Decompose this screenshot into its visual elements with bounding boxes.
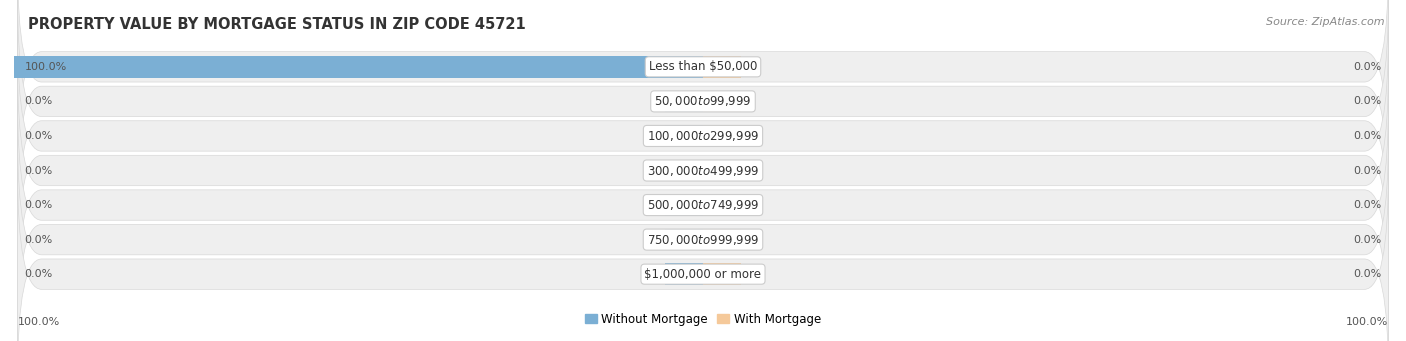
Text: Less than $50,000: Less than $50,000 [648, 60, 758, 73]
FancyBboxPatch shape [17, 99, 1389, 311]
Bar [703, 56, 741, 77]
FancyBboxPatch shape [17, 0, 1389, 173]
Text: $100,000 to $299,999: $100,000 to $299,999 [647, 129, 759, 143]
Text: 0.0%: 0.0% [24, 235, 52, 244]
Text: $500,000 to $749,999: $500,000 to $749,999 [647, 198, 759, 212]
FancyBboxPatch shape [17, 0, 1389, 207]
Text: 0.0%: 0.0% [24, 131, 52, 141]
Text: 0.0%: 0.0% [1354, 62, 1382, 72]
Bar [665, 91, 703, 112]
Bar [703, 91, 741, 112]
Bar [665, 160, 703, 181]
Bar [703, 194, 741, 216]
Text: 0.0%: 0.0% [1354, 131, 1382, 141]
Text: 0.0%: 0.0% [24, 165, 52, 176]
Text: 0.0%: 0.0% [1354, 97, 1382, 106]
Text: 100.0%: 100.0% [18, 317, 60, 327]
Legend: Without Mortgage, With Mortgage: Without Mortgage, With Mortgage [582, 310, 824, 328]
FancyBboxPatch shape [17, 65, 1389, 276]
Text: $50,000 to $99,999: $50,000 to $99,999 [654, 94, 752, 108]
Bar [703, 229, 741, 250]
Text: 0.0%: 0.0% [1354, 200, 1382, 210]
Text: $750,000 to $999,999: $750,000 to $999,999 [647, 233, 759, 247]
Bar [703, 264, 741, 285]
Text: 100.0%: 100.0% [1346, 317, 1388, 327]
Text: PROPERTY VALUE BY MORTGAGE STATUS IN ZIP CODE 45721: PROPERTY VALUE BY MORTGAGE STATUS IN ZIP… [28, 17, 526, 32]
Bar [703, 125, 741, 147]
Text: 0.0%: 0.0% [1354, 235, 1382, 244]
Text: 0.0%: 0.0% [24, 200, 52, 210]
FancyBboxPatch shape [17, 168, 1389, 341]
Bar [665, 125, 703, 147]
Text: 0.0%: 0.0% [24, 97, 52, 106]
Bar [703, 160, 741, 181]
Text: $300,000 to $499,999: $300,000 to $499,999 [647, 163, 759, 178]
Bar [665, 229, 703, 250]
Text: 0.0%: 0.0% [24, 269, 52, 279]
Bar [14, 56, 703, 77]
FancyBboxPatch shape [17, 30, 1389, 242]
Text: 0.0%: 0.0% [1354, 269, 1382, 279]
Text: $1,000,000 or more: $1,000,000 or more [644, 268, 762, 281]
FancyBboxPatch shape [17, 134, 1389, 341]
Text: 100.0%: 100.0% [24, 62, 66, 72]
Bar [665, 264, 703, 285]
Bar [665, 194, 703, 216]
Text: Source: ZipAtlas.com: Source: ZipAtlas.com [1267, 17, 1385, 27]
Text: 0.0%: 0.0% [1354, 165, 1382, 176]
